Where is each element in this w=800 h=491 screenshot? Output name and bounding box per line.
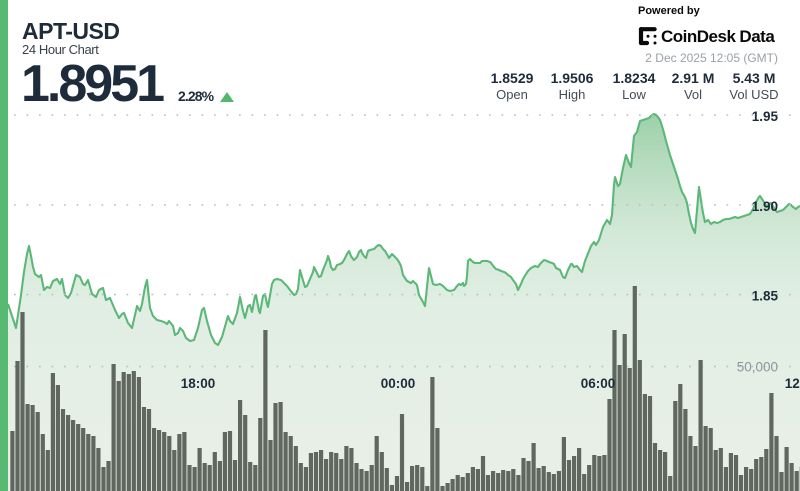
svg-text:00:00: 00:00: [381, 376, 416, 391]
svg-text:1.85: 1.85: [752, 289, 779, 304]
svg-text:1.95: 1.95: [752, 109, 779, 124]
svg-text:50,000: 50,000: [737, 360, 778, 375]
svg-text:06:00: 06:00: [581, 376, 616, 391]
svg-text:18:00: 18:00: [181, 376, 216, 391]
svg-text:12:00: 12:00: [785, 376, 800, 391]
svg-text:1.90: 1.90: [752, 199, 778, 214]
